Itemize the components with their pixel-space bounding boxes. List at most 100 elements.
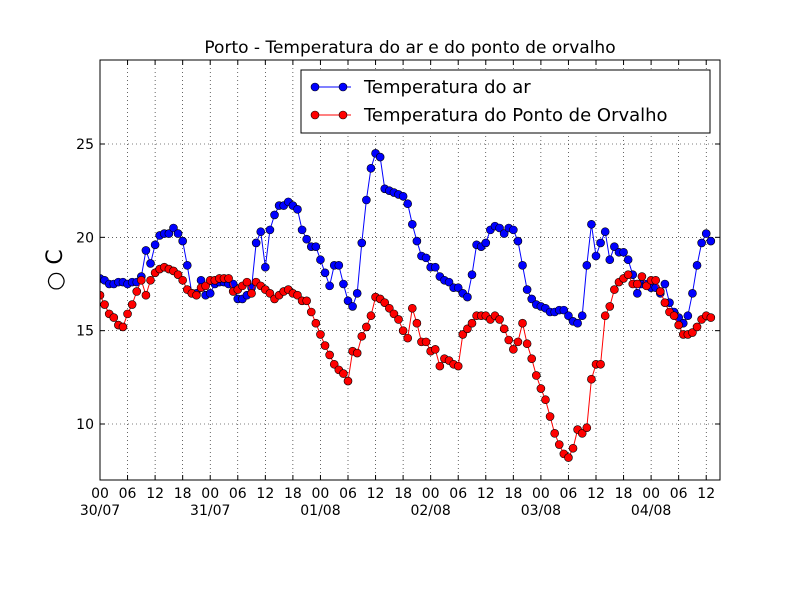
data-point-1 [146,275,155,285]
data-point-0 [591,251,601,261]
y-tick-label: 20 [76,230,94,246]
x-tick-label-hour: 12 [697,486,715,502]
data-point-1 [242,277,252,287]
data-point-1 [633,279,642,289]
data-point-1 [637,272,647,281]
data-point-0 [453,283,463,293]
data-point-1 [504,335,514,345]
data-point-1 [513,337,523,347]
plot-frame [99,59,721,481]
legend-marker-1 [310,110,320,120]
data-point-1 [674,320,683,330]
grid [100,60,720,480]
data-point-1 [224,274,233,283]
data-point-0 [499,229,509,238]
data-point-1 [499,324,509,334]
data-point-0 [339,279,348,289]
data-point-1 [509,345,518,354]
data-point-0 [619,247,628,257]
x-tick-label-date: 31/07 [190,503,230,519]
data-point-0 [701,229,711,238]
data-point-1 [306,307,316,317]
y-axis-label: ○ C [43,249,68,291]
x-tick-label-date: 02/08 [410,503,450,519]
data-point-0 [573,318,582,328]
legend-marker-1 [338,110,348,120]
data-point-0 [692,261,702,270]
data-point-1 [403,333,413,343]
data-point-0 [297,225,307,235]
data-point-1 [458,330,468,339]
data-point-1 [389,309,399,319]
data-point-1 [123,309,132,319]
x-tick-label-hour: 18 [615,486,633,502]
data-point-1 [100,300,109,309]
data-point-1 [610,285,619,294]
data-point-0 [527,294,537,304]
x-tick-label-hour: 06 [449,486,467,502]
data-point-1 [192,290,201,300]
data-point-0 [467,270,477,279]
data-point-1 [564,453,573,462]
data-point-1 [642,281,651,291]
data-point-1 [311,318,321,328]
data-point-0 [412,236,422,246]
data-point-1 [247,289,256,298]
data-point-0 [348,302,357,311]
data-point-0 [605,255,615,265]
x-tick-label-hour: 18 [174,486,192,502]
data-point-0 [463,292,472,302]
data-point-0 [509,225,518,235]
data-point-0 [403,199,413,209]
data-point-0 [522,285,532,294]
data-point-1 [339,369,348,378]
legend-marker-0 [338,82,348,92]
data-point-0 [182,261,192,270]
data-point-0 [430,262,440,272]
data-point-1 [109,313,119,322]
data-point-0 [270,210,279,220]
data-point-0 [633,289,642,298]
data-point-1 [178,275,187,285]
data-point-0 [421,253,431,263]
data-point-0 [564,311,573,321]
x-tick-label-hour: 06 [560,486,578,502]
data-point-1 [100,290,105,300]
data-point-1 [394,315,403,324]
data-point-0 [577,311,587,321]
data-point-1 [421,337,431,347]
x-tick-label-hour: 12 [367,486,385,502]
data-point-0 [600,227,610,237]
data-point-1 [343,376,353,386]
data-point-0 [265,225,275,235]
legend-label-0: Temperatura do ar [363,77,531,98]
data-point-1 [366,311,376,321]
data-point-1 [600,311,610,321]
data-point-1 [141,290,151,300]
x-tick-label-hour: 18 [394,486,412,502]
x-tick-label-hour: 12 [587,486,605,502]
data-point-0 [261,262,270,272]
y-tick-label: 25 [76,137,94,153]
data-point-0 [582,261,592,270]
data-point-1 [463,324,472,334]
data-point-1 [623,270,633,279]
data-point-0 [169,223,178,233]
x-tick-label-hour: 06 [119,486,137,502]
data-point-1 [522,339,532,349]
data-point-1 [688,328,697,337]
data-point-1 [127,300,137,309]
data-point-1 [596,359,605,369]
data-point-1 [582,423,592,433]
data-point-0 [178,236,187,246]
data-point-0 [706,236,716,246]
series-group [100,149,716,462]
data-point-1 [453,361,463,371]
data-point-1 [577,429,587,438]
data-point-1 [132,287,142,296]
data-point-0 [495,223,504,233]
x-tick-label-hour: 06 [339,486,357,502]
y-tick-label: 15 [76,324,94,340]
data-point-0 [316,255,325,265]
